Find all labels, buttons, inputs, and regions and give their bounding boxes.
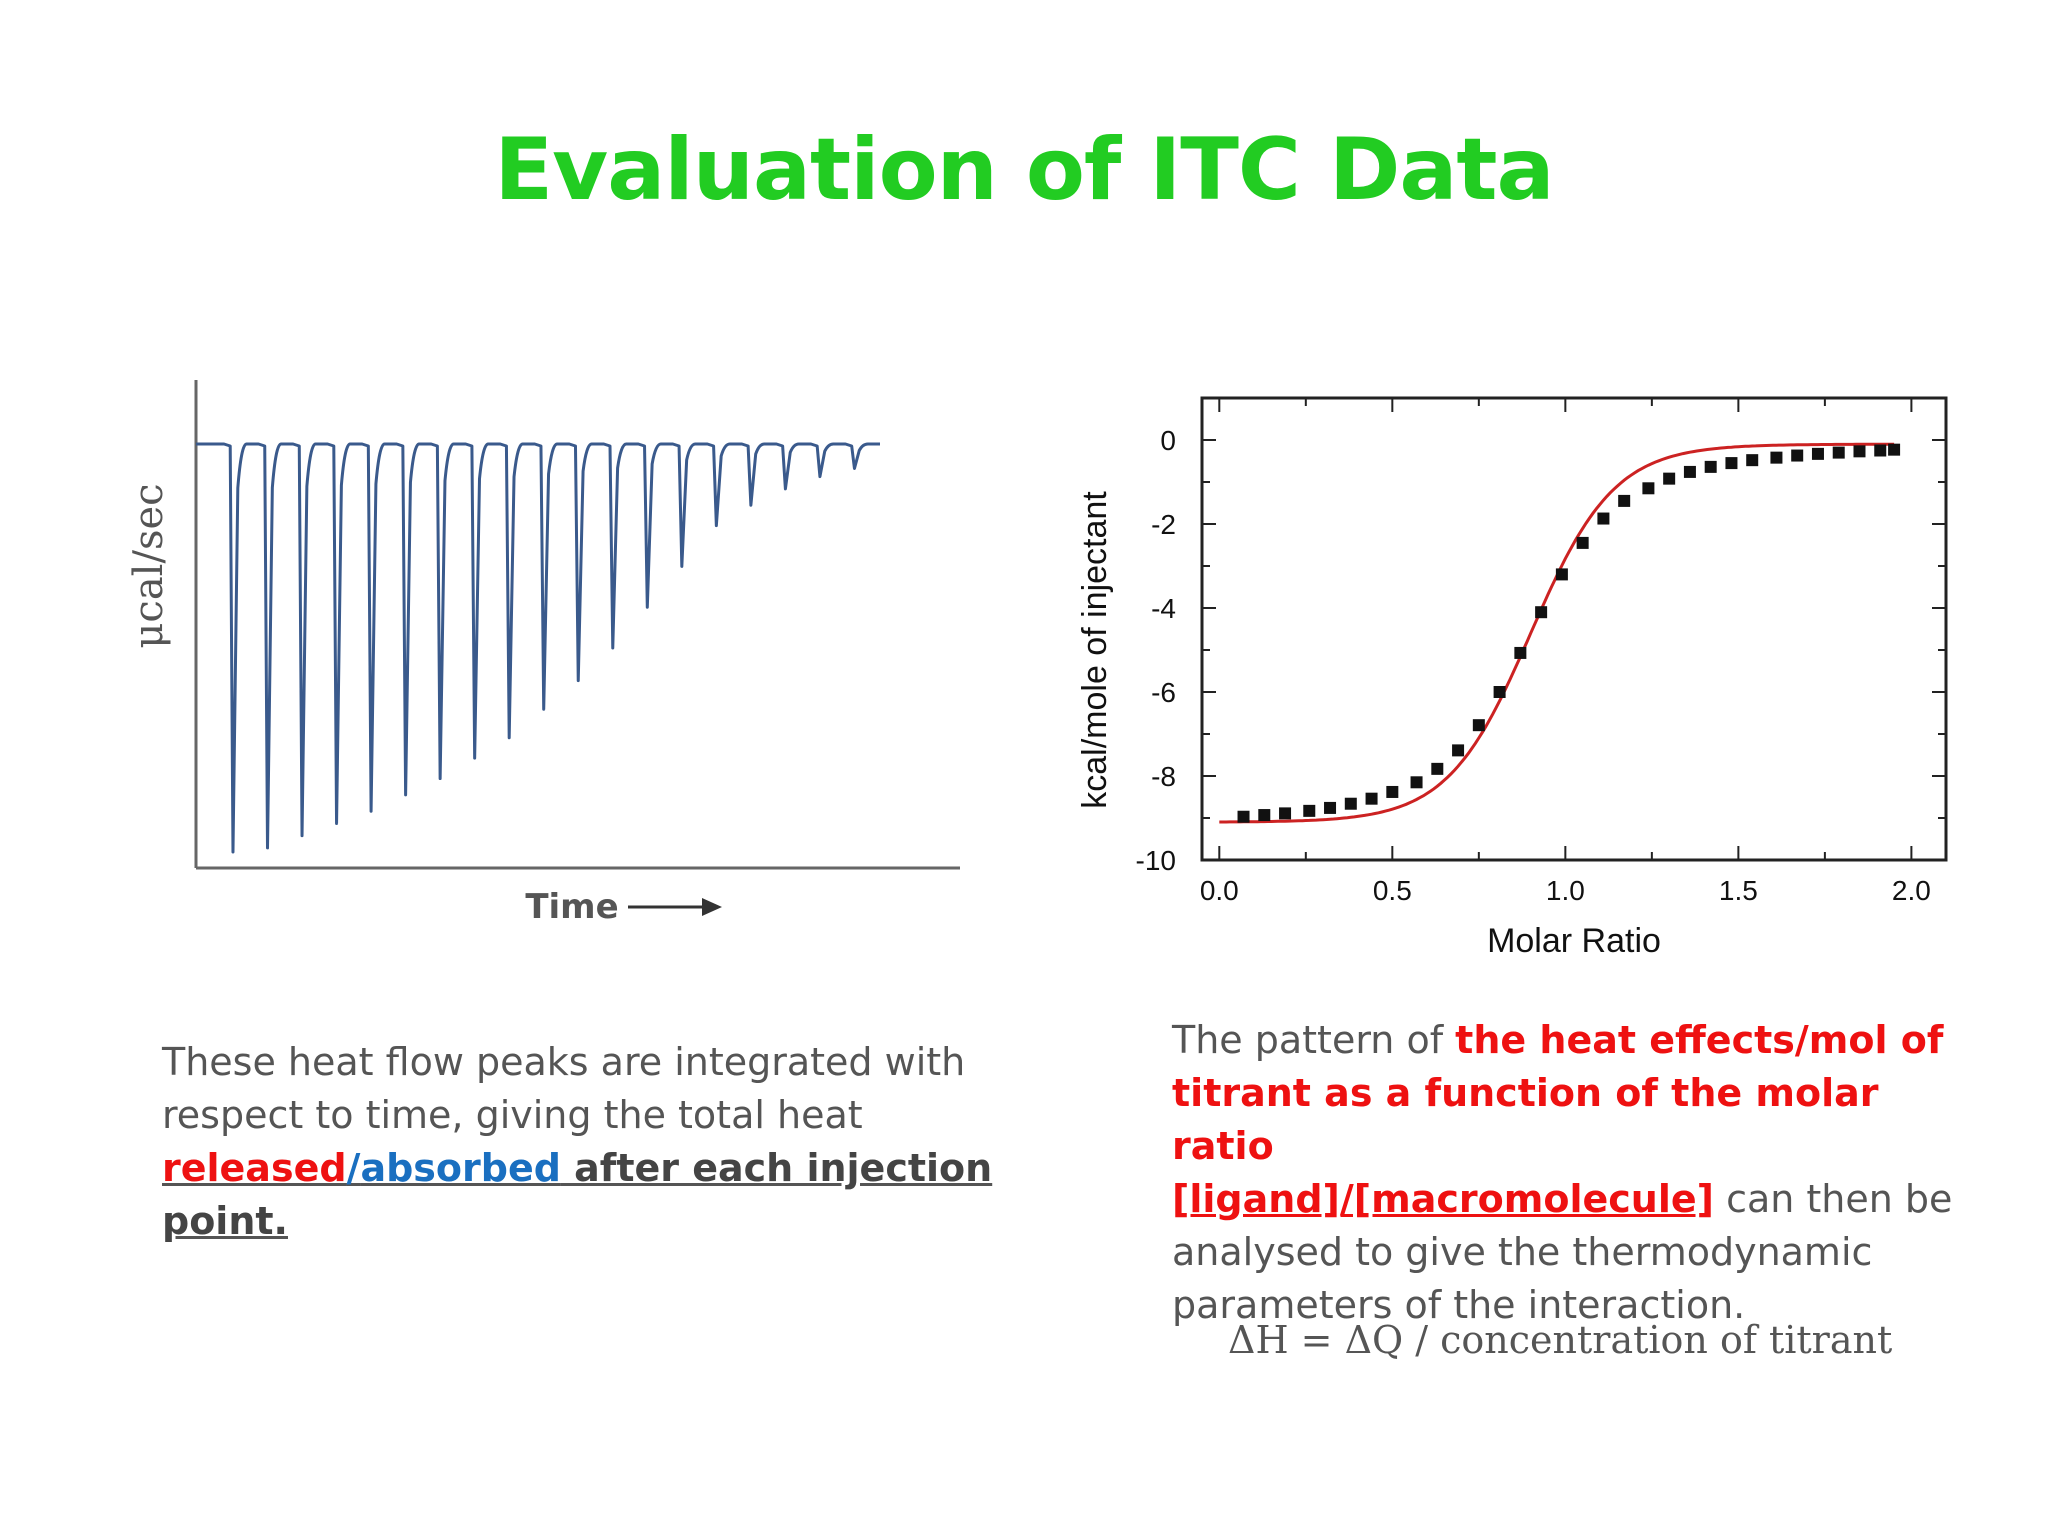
x-tick-label: 2.0 [1892, 875, 1931, 906]
data-point [1597, 512, 1610, 525]
x-tick-label: 1.5 [1719, 875, 1758, 906]
data-point [1514, 646, 1527, 659]
data-point [1704, 460, 1717, 473]
y-tick-label: -10 [1136, 845, 1176, 876]
released-text: released [162, 1146, 347, 1190]
absorbed-text: absorbed [360, 1146, 561, 1190]
data-point [1365, 792, 1378, 805]
data-point [1791, 449, 1804, 462]
y-tick-label: 0 [1160, 425, 1176, 456]
right-line-3: [ligand]/[macromolecule] can then be [1172, 1173, 1972, 1226]
data-point [1874, 444, 1887, 457]
left-line-3: released/absorbed after each injection [162, 1142, 1022, 1195]
data-point [1386, 785, 1399, 798]
data-point [1410, 776, 1423, 789]
data-point [1555, 568, 1568, 581]
right-line-2: titrant as a function of the molar ratio [1172, 1067, 1972, 1173]
data-point [1618, 494, 1631, 507]
data-point [1324, 801, 1337, 814]
data-point [1746, 454, 1759, 467]
data-point [1832, 446, 1845, 459]
left-description: These heat flow peaks are integrated wit… [162, 1036, 1022, 1248]
data-point [1344, 797, 1357, 810]
point-text: point. [162, 1199, 288, 1243]
right-line-4: analysed to give the thermodynamic [1172, 1230, 1873, 1274]
isotherm-y-label: kcal/mole of injectant [1076, 491, 1114, 809]
data-point [1237, 810, 1250, 823]
y-tick-label: -6 [1151, 677, 1176, 708]
time-arrow [628, 898, 722, 916]
data-point [1811, 447, 1824, 460]
data-point [1493, 686, 1506, 698]
right-description: The pattern of the heat effects/mol of t… [1172, 1014, 1972, 1332]
data-point [1472, 719, 1485, 732]
data-point [1642, 482, 1655, 495]
data-point [1431, 762, 1444, 775]
y-tick-label: -2 [1151, 509, 1176, 540]
data-point [1535, 606, 1548, 619]
y-tick-label: -8 [1151, 761, 1176, 792]
right-bold-1: the heat effects/mol of [1455, 1018, 1944, 1062]
raw-x-label: Time [525, 887, 618, 927]
fit-curve [1219, 442, 1895, 824]
data-point [1258, 809, 1271, 822]
data-point [1303, 804, 1316, 817]
raw-heat-trace [196, 442, 880, 854]
data-point [1683, 465, 1696, 478]
right-line-1: The pattern of the heat effects/mol of [1172, 1014, 1972, 1067]
right-rest-3: can then be [1713, 1177, 1953, 1221]
data-point [1576, 536, 1589, 549]
left-line-2: respect to time, giving the total heat [162, 1093, 863, 1137]
isotherm-x-label: Molar Ratio [1487, 922, 1661, 960]
data-point [1770, 451, 1783, 464]
raw-y-label: μcal/sec [126, 483, 172, 648]
data-point [1888, 443, 1901, 456]
right-bold-3: [ligand]/[macromolecule] [1172, 1177, 1714, 1221]
data-point [1725, 457, 1738, 470]
slash-text: / [346, 1146, 361, 1190]
slide-title: Evaluation of ITC Data [494, 120, 1554, 220]
left-line-1: These heat flow peaks are integrated wit… [162, 1040, 966, 1084]
delta-h-formula: ΔH = ΔQ / concentration of titrant [1228, 1318, 1893, 1362]
data-point [1452, 744, 1465, 757]
data-point [1853, 445, 1866, 458]
right-bold-2: titrant as a function of the molar ratio [1172, 1071, 1879, 1168]
right-line-5: parameters of the interaction. [1172, 1283, 1746, 1327]
x-tick-label: 0.0 [1200, 875, 1239, 906]
isotherm-plot-frame [1200, 396, 1948, 862]
x-tick-label: 1.0 [1546, 875, 1585, 906]
data-point [1663, 472, 1676, 485]
data-point [1279, 807, 1292, 820]
y-tick-label: -4 [1151, 593, 1176, 624]
left-line-4: point. [162, 1195, 1022, 1248]
after-injection-text: after each injection [560, 1146, 993, 1190]
right-intro-text: The pattern of [1172, 1018, 1456, 1062]
x-tick-label: 0.5 [1373, 875, 1412, 906]
